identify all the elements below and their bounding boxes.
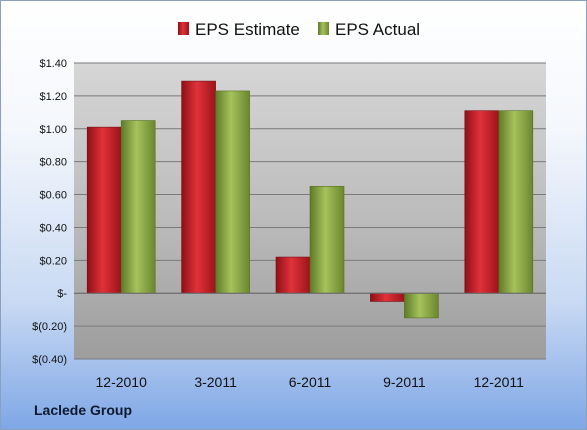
x-category-label: 9-2011 <box>383 374 426 390</box>
y-tick-label: $(0.40) <box>32 354 67 366</box>
bar-eps-actual <box>404 292 439 319</box>
legend-label-estimate: EPS Estimate <box>195 20 300 39</box>
y-tick-label: $- <box>57 288 67 300</box>
x-category-label: 6-2011 <box>289 374 332 390</box>
y-tick-label: $(0.20) <box>32 321 67 333</box>
y-tick-label: $1.40 <box>39 58 67 70</box>
y-tick-label: $1.20 <box>39 91 67 103</box>
y-tick-label: $1.00 <box>39 124 67 136</box>
y-tick-label: $0.80 <box>39 157 67 169</box>
legend-swatch-estimate <box>178 22 189 35</box>
bar-eps-actual <box>309 186 345 294</box>
bar-eps-estimate <box>86 126 122 294</box>
bar-eps-estimate <box>464 110 500 294</box>
x-category-label: 12-2011 <box>474 374 525 390</box>
y-tick-label: $0.60 <box>39 190 67 202</box>
company-name: Laclede Group <box>34 402 133 418</box>
bar-eps-estimate <box>370 292 405 302</box>
bar-eps-actual <box>120 120 156 294</box>
legend-swatch-actual <box>318 22 329 35</box>
bar-eps-actual <box>215 90 250 294</box>
bar-eps-estimate <box>275 256 311 294</box>
x-category-label: 12-2010 <box>96 374 148 390</box>
legend-label-actual: EPS Actual <box>335 20 420 39</box>
bar-eps-actual <box>498 110 534 294</box>
y-tick-label: $0.20 <box>39 255 67 267</box>
x-category-label: 3-2011 <box>194 374 237 390</box>
y-tick-label: $0.40 <box>39 222 67 234</box>
bar-eps-estimate <box>181 80 216 294</box>
